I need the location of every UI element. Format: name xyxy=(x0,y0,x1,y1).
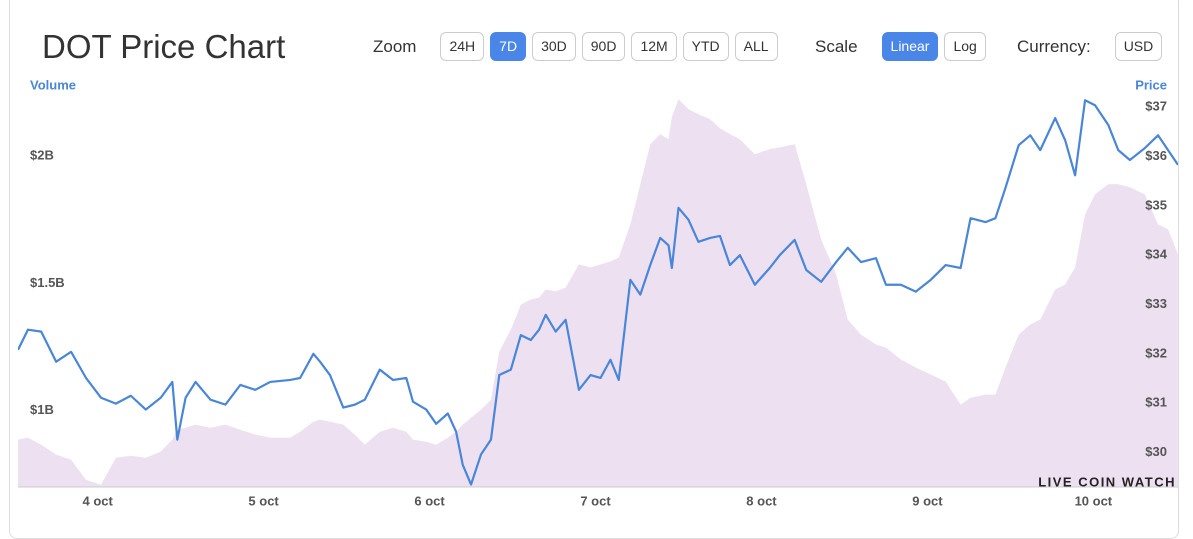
currency-button[interactable]: USD xyxy=(1114,32,1163,61)
x-tick-label: 5 oct xyxy=(248,493,279,508)
zoom-button[interactable]: 90D xyxy=(581,32,626,61)
chart-title: DOT Price Chart xyxy=(42,28,286,65)
y2-tick-label: $34 xyxy=(1145,247,1167,262)
x-tick-label: 10 oct xyxy=(1075,493,1113,508)
currency-label: Currency: xyxy=(1017,36,1091,56)
scale-button[interactable]: Linear xyxy=(881,32,939,61)
zoom-label: Zoom xyxy=(373,36,417,56)
y2-tick-label: $35 xyxy=(1145,197,1167,212)
x-tick-label: 4 oct xyxy=(82,493,113,508)
x-tick-label: 9 oct xyxy=(912,493,943,508)
price-line xyxy=(18,99,1178,486)
y2-tick-label: $32 xyxy=(1145,345,1167,360)
y2-tick-label: $36 xyxy=(1145,148,1167,163)
plot-area xyxy=(18,99,1178,487)
zoom-button[interactable]: 30D xyxy=(532,32,576,61)
x-tick-label: 8 oct xyxy=(746,493,777,508)
y-tick-label: $2B xyxy=(30,148,54,163)
x-tick-label: 7 oct xyxy=(580,493,611,508)
zoom-button[interactable]: 12M xyxy=(631,32,677,61)
y2-tick-label: $30 xyxy=(1145,444,1167,459)
scale-label: Scale xyxy=(815,36,858,56)
zoom-button[interactable]: ALL xyxy=(734,32,778,61)
zoom-button[interactable]: 24H xyxy=(440,32,485,61)
y2-tick-label: $31 xyxy=(1145,395,1167,410)
currency-group: Currency: USD xyxy=(1017,32,1163,61)
watermark: LIVE COIN WATCH xyxy=(1038,474,1176,489)
zoom-button[interactable]: YTD xyxy=(682,32,729,61)
axis-title: Price xyxy=(1135,77,1167,92)
y-tick-label: $1.5B xyxy=(30,275,65,290)
zoom-group: Zoom 24H 7D 30D 90D 12M YTD ALL xyxy=(373,32,778,61)
scale-group: Scale Linear Log xyxy=(815,32,986,61)
y2-tick-label: $33 xyxy=(1145,296,1167,311)
zoom-button[interactable]: 7D xyxy=(490,32,527,61)
volume-area xyxy=(18,99,1178,487)
scale-button[interactable]: Log xyxy=(944,32,986,61)
axis-title: Volume xyxy=(30,77,76,92)
y-tick-label: $1B xyxy=(30,402,54,417)
y2-tick-label: $37 xyxy=(1145,99,1167,114)
x-tick-label: 6 oct xyxy=(414,493,445,508)
